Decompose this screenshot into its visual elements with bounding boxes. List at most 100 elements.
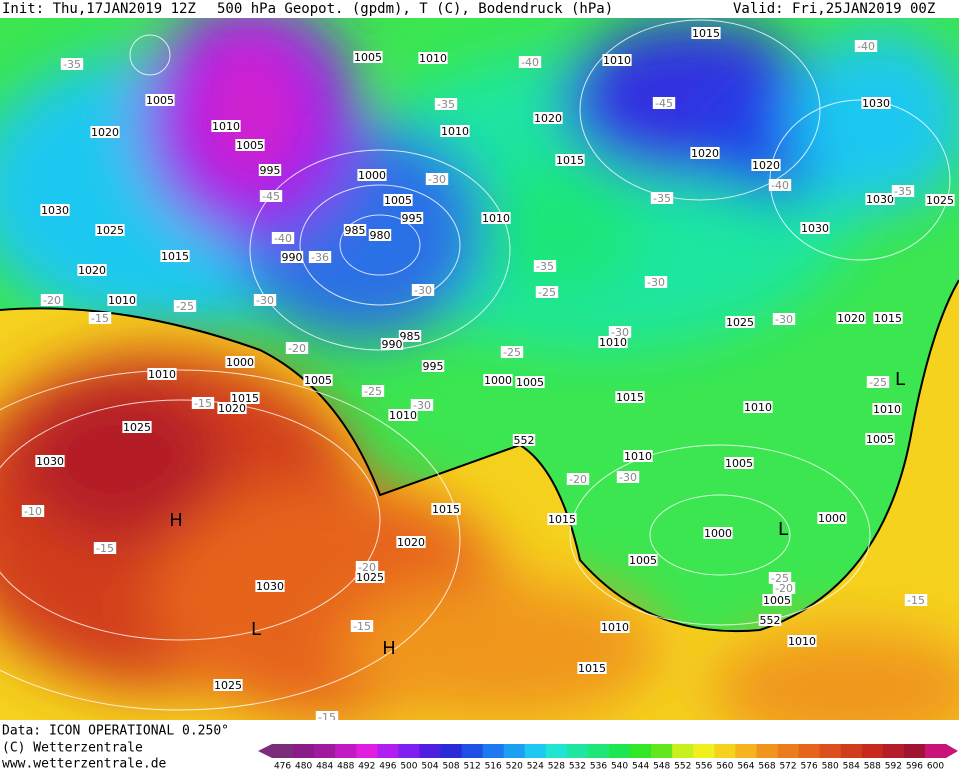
- temperature-label: -20: [288, 342, 306, 355]
- isobar-label: 990: [282, 251, 303, 264]
- isobar-label: 1010: [744, 401, 772, 414]
- isobar-label: 1025: [96, 224, 124, 237]
- colorbar-tick-label: 480: [295, 762, 312, 771]
- temperature-label: -25: [364, 385, 382, 398]
- temperature-label-box: [652, 97, 676, 109]
- colorbar-tick-label: 484: [316, 762, 333, 771]
- isobar-label: 1005: [763, 594, 791, 607]
- colorbar-swatch: [651, 744, 673, 758]
- temperature-label: -40: [771, 179, 789, 192]
- temperature-label-box: [434, 98, 458, 110]
- isobar-label: 1005: [516, 376, 544, 389]
- colorbar-tick-label: 512: [464, 762, 481, 771]
- isobar-label-box: [107, 294, 137, 306]
- isobar-label: 1010: [108, 294, 136, 307]
- website: www.wetterzentrale.de: [2, 757, 167, 771]
- isobar-label-box: [615, 391, 645, 403]
- colorbar-tick-label: 572: [779, 762, 796, 771]
- isobar-label-box: [628, 554, 658, 566]
- isobar-label-box: [690, 147, 720, 159]
- temperature-label-box: [425, 173, 449, 185]
- temperature-label-box: [355, 561, 379, 573]
- isobar-label-box: [861, 97, 891, 109]
- isobar-label-box: [440, 125, 470, 137]
- isobar-label: 1020: [91, 126, 119, 139]
- temperature-label: -45: [655, 97, 673, 110]
- temperature-label: -30: [414, 284, 432, 297]
- isobar-label: 1010: [419, 52, 447, 65]
- isobar-label: 1015: [432, 503, 460, 516]
- colorbar-swatch: [419, 744, 441, 758]
- isobar-label: 990: [382, 338, 403, 351]
- temperature-label: -30: [413, 399, 431, 412]
- pressure-center: L: [895, 369, 905, 390]
- isobar-label-box: [691, 27, 721, 39]
- isobar-label-box: [925, 194, 955, 206]
- isobar-label-box: [213, 679, 243, 691]
- temperature-label: -30: [256, 294, 274, 307]
- isobar-label-box: [623, 450, 653, 462]
- temperature-label-box: [259, 190, 283, 202]
- isobar-label-box: [515, 376, 545, 388]
- isobar-label: 1015: [692, 27, 720, 40]
- colorbar-swatch: [377, 744, 399, 758]
- colorbar-tick-label: 476: [274, 762, 291, 771]
- isobar-label: 1020: [534, 112, 562, 125]
- isobar-label-box: [817, 512, 847, 524]
- isobar-label-box: [555, 154, 585, 166]
- isobar-label: 1005: [236, 139, 264, 152]
- isobar-label: 1020: [837, 312, 865, 325]
- temperature-label-box: [772, 313, 796, 325]
- temperature-label: -30: [647, 276, 665, 289]
- temperature-label: -15: [318, 711, 336, 724]
- colorbar-swatch: [672, 744, 694, 758]
- colorbar-swatch: [798, 744, 821, 758]
- isobar-label-box: [217, 402, 247, 414]
- colorbar-swatch: [335, 744, 357, 758]
- isobar-label-box: [211, 120, 241, 132]
- colorbar-swatch: [840, 744, 863, 758]
- isobar-label-box: [703, 527, 733, 539]
- isobar-label-box: [602, 54, 632, 66]
- temperature-label: -25: [869, 376, 887, 389]
- isobar-label-box: [77, 264, 107, 276]
- temperature-label-box: [608, 326, 632, 338]
- temperature-label: -40: [857, 40, 875, 53]
- isobar-label-box: [255, 580, 285, 592]
- colorbar-tick-label: 596: [906, 762, 923, 771]
- temperature-label-box: [350, 620, 374, 632]
- temperature-label-box: [891, 185, 915, 197]
- isobar-label: 980: [370, 229, 391, 242]
- colorbar-tick-label: 532: [569, 762, 586, 771]
- isobar-label: 1000: [704, 527, 732, 540]
- temperature-label: -35: [437, 98, 455, 111]
- isobar-label: 1010: [482, 212, 510, 225]
- colorbar-arrow-right: [946, 744, 958, 758]
- isobar-label: 995: [402, 212, 423, 225]
- temperature-label: -35: [653, 192, 671, 205]
- isobar-label-box: [836, 312, 866, 324]
- isobar-label: 1025: [926, 194, 954, 207]
- colorbar-swatch: [272, 744, 294, 758]
- isobar-label-box: [230, 392, 260, 404]
- temperature-label-box: [21, 505, 45, 517]
- colorbar-arrow-left: [258, 744, 272, 758]
- isobar-label: 1005: [384, 194, 412, 207]
- isobar-label: 1025: [356, 571, 384, 584]
- temperature-label: -30: [619, 471, 637, 484]
- colorbar-tick-label: 528: [548, 762, 565, 771]
- isobar-label-box: [398, 330, 422, 342]
- colorbar-tick-label: 488: [337, 762, 354, 771]
- colorbar-tick-label: 496: [379, 762, 396, 771]
- isobar-label-box: [418, 52, 448, 64]
- isobar-label: 1005: [304, 374, 332, 387]
- contour-label: 552: [760, 614, 781, 627]
- temperature-label: -15: [96, 542, 114, 555]
- isobar-label-box: [95, 224, 125, 236]
- temperature-label-box: [88, 312, 112, 324]
- temperature-label: -35: [63, 58, 81, 71]
- temperature-label: -15: [353, 620, 371, 633]
- colorbar-swatch: [693, 744, 715, 758]
- temperature-label: -36: [311, 251, 329, 264]
